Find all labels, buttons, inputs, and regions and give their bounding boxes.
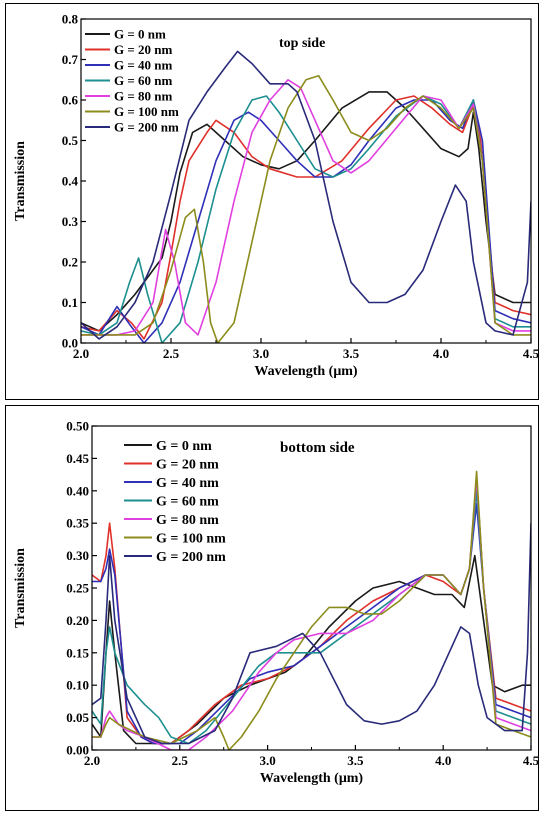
y-axis-label: Transmission [13,548,28,628]
series-line-3 [92,490,531,745]
x-tick-label: 4.0 [435,753,451,768]
panel-annotation: bottom side [280,440,355,456]
series-line-5 [92,470,531,750]
legend-entry: G = 60 nm [156,494,219,509]
series-line-6 [92,523,531,745]
legend-entry: G = 0 nm [114,27,166,42]
y-tick-label: 0.10 [66,678,89,693]
legend-entry: G = 100 nm [114,104,179,119]
legend-entry: G = 100 nm [156,531,226,546]
panel-annotation: top side [279,36,325,51]
y-tick-label: 0.2 [62,255,78,270]
y-tick-label: 0.15 [66,645,89,660]
y-tick-label: 0.4 [62,174,79,189]
legend-entry: G = 20 nm [114,42,172,57]
x-axis-label: Wavelength (μm) [254,364,358,379]
y-axis-label: Transmission [13,141,28,221]
top-chart: 2.0 2.5 3.0 3.5 4.0 4.5 0.0 0.1 0.2 0.3 0.4 0.5 0.6 0… [13,12,540,380]
y-tick-label: 0.35 [66,516,89,531]
x-tick-label: 4.0 [433,346,449,361]
bottom-chart: 2.0 2.5 3.0 3.5 4.0 4.5 0.00 0.05 0.10 0.15 0.20 0.… [13,419,540,787]
y-tick-label: 0.20 [66,613,89,628]
x-tick-label: 2.5 [163,346,180,361]
legend-entry: G = 0 nm [156,439,212,454]
plot-frame [91,425,532,751]
x-tick-label: 3.5 [343,346,360,361]
series-line-6 [81,50,531,340]
y-tick-label: 0.1 [62,295,78,310]
y-tick-label: 0.40 [66,483,89,498]
legend-entry: G = 200 nm [114,120,179,135]
y-tick-label: 0.5 [62,133,79,148]
y-tick-label: 0.25 [66,581,89,596]
y-tick-label: 0.05 [66,710,89,725]
series-line-3 [81,95,531,343]
y-tick-label: 0.3 [62,214,79,229]
y-tick-label: 0.0 [62,336,78,351]
x-tick-label: 3.0 [259,753,275,768]
legend-entry: G = 40 nm [156,476,219,491]
y-tick-label: 0.6 [62,93,79,108]
x-axis-label: Wavelength (μm) [260,771,364,786]
top-chart-panel: 2.0 2.5 3.0 3.5 4.0 4.5 0.0 0.1 0.2 0.3 0.4 0.5 0.6 0… [5,3,540,400]
x-tick-label: 2.0 [84,753,100,768]
legend-entry: G = 20 nm [156,457,219,472]
x-tick-label: 3.0 [253,346,269,361]
bottom-chart-panel: 2.0 2.5 3.0 3.5 4.0 4.5 0.00 0.05 0.10 0.15 0.20 0.… [5,405,540,811]
x-tick-label: 2.0 [73,346,89,361]
legend-entry: G = 80 nm [156,513,219,528]
series-line-2 [81,99,531,343]
y-tick-label: 0.7 [62,52,79,67]
legend-entry: G = 60 nm [114,73,172,88]
x-tick-label: 2.5 [172,753,189,768]
x-tick-label: 4.5 [523,346,540,361]
y-tick-label: 0.50 [66,419,89,434]
legend-entry: G = 40 nm [114,58,172,73]
plot-area [92,470,531,750]
legend-entry: G = 80 nm [114,89,172,104]
y-tick-label: 0.45 [66,451,89,466]
legend-entry: G = 200 nm [156,550,226,565]
plot-area [81,50,531,343]
y-tick-label: 0.30 [66,548,89,563]
y-tick-label: 0.00 [66,743,89,758]
y-tick-label: 0.8 [62,12,79,27]
x-tick-label: 4.5 [523,753,540,768]
x-tick-label: 3.5 [347,753,364,768]
series-line-4 [81,79,531,336]
